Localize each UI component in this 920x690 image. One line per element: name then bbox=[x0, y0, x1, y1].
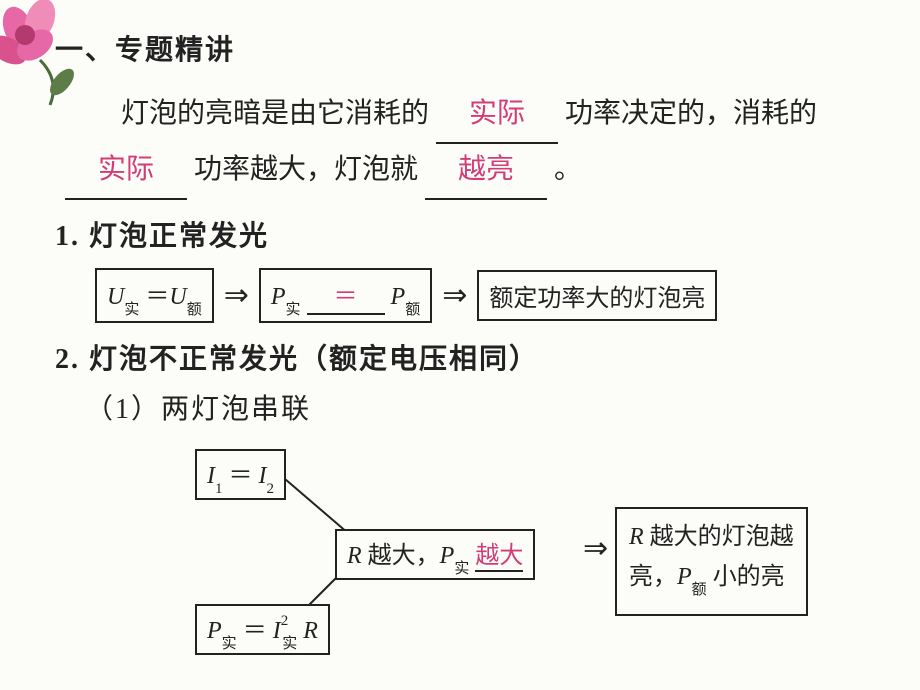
box-r-big: R 越大，P实 越大 bbox=[335, 529, 535, 580]
arrow-icon: ⇒ bbox=[432, 278, 477, 313]
box-u: U实 ＝U额 bbox=[95, 268, 214, 323]
item-1-flow: U实 ＝U额 ⇒ P实 ＝ P额 ⇒ 额定功率大的灯泡亮 bbox=[95, 268, 880, 323]
blank-1: 实际 bbox=[436, 88, 558, 144]
blank-2: 实际 bbox=[65, 144, 187, 200]
text: 。 bbox=[554, 154, 582, 185]
box-result: 额定功率大的灯泡亮 bbox=[477, 270, 717, 321]
text: 灯泡的亮暗是由它消耗的 bbox=[121, 98, 429, 129]
blank-3: 越亮 bbox=[425, 144, 547, 200]
text: 功率决定的，消耗的 bbox=[565, 98, 817, 129]
section-heading: 一、专题精讲 bbox=[55, 28, 880, 68]
item-2-title: 2. 灯泡不正常发光（额定电压相同） bbox=[55, 337, 880, 377]
box-p: P实 ＝ P额 bbox=[259, 268, 432, 323]
intro-paragraph: 灯泡的亮暗是由它消耗的 实际 功率决定的，消耗的 实际 功率越大，灯泡就 越亮 … bbox=[65, 88, 880, 200]
box-conclusion: R 越大的灯泡越 亮，P额 小的亮 bbox=[615, 507, 808, 616]
content-area: 一、专题精讲 灯泡的亮暗是由它消耗的 实际 功率决定的，消耗的 实际 功率越大，… bbox=[55, 28, 880, 649]
arrow-icon: ⇒ bbox=[573, 531, 618, 566]
item-1-title: 1. 灯泡正常发光 bbox=[55, 214, 880, 254]
item-2-sub1: （1）两灯泡串联 bbox=[85, 387, 880, 427]
arrow-icon: ⇒ bbox=[214, 278, 259, 313]
blank-bigger: 越大 bbox=[475, 543, 523, 572]
text: 功率越大，灯泡就 bbox=[194, 154, 418, 185]
blank-eq: ＝ bbox=[307, 276, 385, 315]
box-i-eq: I1 ＝ I2 bbox=[195, 449, 286, 500]
box-p-formula: P实 ＝ I2实 R bbox=[195, 604, 330, 655]
series-diagram: I1 ＝ I2 P实 ＝ I2实 R R 越大，P实 越大 ⇒ R 越大的灯泡越… bbox=[135, 449, 880, 649]
